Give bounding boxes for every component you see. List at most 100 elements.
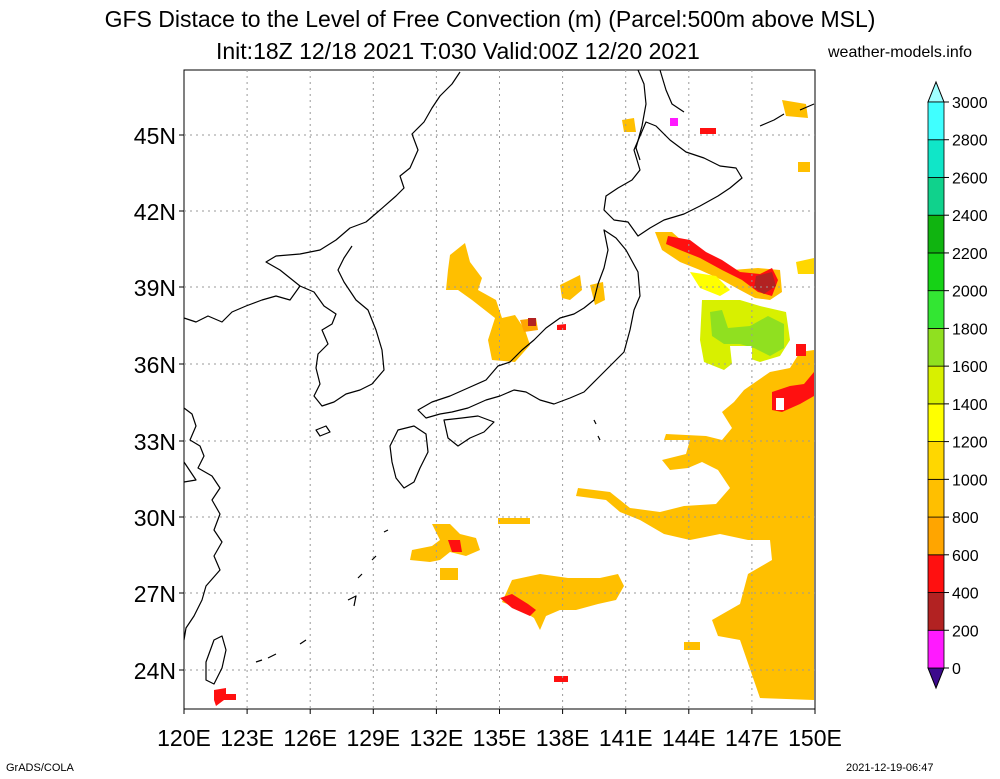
coast-hokkaido — [603, 121, 743, 237]
coast-sakhalin — [635, 69, 685, 161]
lon-tick-label: 120E — [157, 725, 211, 751]
field-patch-east-yellow — [796, 258, 814, 274]
colorbar-level-label: 2600 — [952, 170, 988, 187]
colorbar-level-label: 1000 — [952, 472, 988, 489]
field-patch-south-2 — [684, 642, 700, 650]
field-patch-red-1 — [528, 318, 536, 326]
map-gridlines — [184, 70, 815, 709]
colorbar-level-label: 2400 — [952, 208, 988, 225]
field-patch-taiwan-red — [214, 688, 236, 706]
colorbar-swatch — [927, 365, 945, 405]
colorbar-level-label: 1200 — [952, 435, 988, 452]
field-patch-central-strip — [498, 518, 530, 524]
colorbar-level-label: 1800 — [952, 321, 988, 338]
field-patch-pacific-ne-red — [666, 236, 778, 296]
colorbar-level-label: 2000 — [952, 284, 988, 301]
colorbar-swatch — [927, 290, 945, 329]
field-patch-north-3 — [700, 128, 716, 134]
lat-tick-label: 24N — [134, 658, 176, 684]
map-init-valid-line: Init:18Z 12/18 2021 T:030 Valid:00Z 12/2… — [216, 38, 700, 64]
field-patch-north-5 — [798, 162, 810, 172]
lat-tick-label: 27N — [134, 581, 176, 607]
lat-tick-label: 42N — [134, 199, 176, 225]
coast-mainland — [183, 71, 461, 641]
lfc-field-layer — [214, 100, 814, 706]
colorbar-over-triangle — [927, 80, 945, 103]
coast-ryukyu — [255, 529, 389, 663]
colorbar-level-label: 600 — [952, 548, 979, 565]
colorbar-swatch — [927, 592, 945, 631]
field-patch-ryukyu-2 — [440, 568, 458, 580]
coast-jeju — [315, 425, 331, 437]
colorbar-swatch — [927, 554, 945, 593]
colorbar-level-label: 1600 — [952, 359, 988, 376]
field-patch-pacific-white-hole — [730, 346, 752, 364]
colorbar-level-label: 1400 — [952, 397, 988, 414]
colorbar-level-label: 3000 — [952, 95, 988, 112]
field-patch-north-1 — [622, 118, 636, 132]
lat-tick-label: 30N — [134, 505, 176, 531]
lon-tick-label: 144E — [662, 725, 716, 751]
field-patch-east-red-2 — [796, 344, 806, 356]
lon-tick-label: 126E — [283, 725, 337, 751]
lon-tick-label: 138E — [536, 725, 590, 751]
coast-kurils — [759, 103, 815, 127]
field-patch-ryukyu-red — [448, 540, 462, 552]
coast-shikoku — [443, 415, 495, 447]
coast-korea — [299, 245, 385, 407]
colorbar-level-label: 0 — [952, 661, 961, 678]
colorbar-swatch — [927, 516, 945, 556]
coast-izu — [593, 419, 601, 441]
lon-tick-label: 135E — [473, 725, 527, 751]
field-patch-pacific-green — [710, 310, 784, 356]
coast-taiwan — [205, 635, 227, 685]
map-title: GFS Distace to the Level of Free Convect… — [104, 6, 876, 32]
axis-labels: 120E 123E 126E 129E 132E 135E 138E 141E 144E 147E… — [134, 123, 842, 751]
lat-tick-label: 39N — [134, 275, 176, 301]
field-patch-central-red — [500, 594, 536, 616]
lon-tick-label: 147E — [725, 725, 779, 751]
field-patch-red-2 — [557, 324, 566, 330]
lon-tick-label: 150E — [788, 725, 842, 751]
colorbar-swatch — [927, 101, 945, 141]
lon-tick-label: 141E — [599, 725, 653, 751]
colorbar-swatch — [927, 214, 945, 254]
software-credit: GrADS/COLA — [6, 762, 74, 774]
colorbar-swatch — [927, 252, 945, 292]
colorbar-level-label: 2200 — [952, 246, 988, 263]
field-patch-east-main — [576, 350, 814, 700]
lon-tick-label: 123E — [220, 725, 274, 751]
coast-kyushu — [389, 425, 429, 489]
colorbar-swatch — [927, 478, 945, 518]
colorbar-level-label: 2800 — [952, 133, 988, 150]
field-patch-ryukyu — [410, 524, 480, 562]
colorbar-swatch — [927, 441, 945, 480]
coastlines — [183, 69, 815, 685]
field-patch-central — [502, 574, 624, 630]
field-patch-seaofjapan-2 — [560, 275, 582, 300]
colorbar-swatch — [927, 139, 945, 178]
colorbar-swatch — [927, 177, 945, 216]
lon-tick-label: 129E — [346, 725, 400, 751]
colorbar-level-label: 800 — [952, 510, 979, 527]
field-patch-pacific-yellow — [690, 272, 730, 296]
lat-tick-label: 36N — [134, 352, 176, 378]
site-watermark: weather-models.info — [828, 44, 973, 61]
field-patch-east-white — [776, 398, 784, 410]
colorbar: 0 200 400 600 800 1000 1200 1400 1600 1800 2000 220… — [927, 80, 988, 690]
colorbar-swatch — [927, 327, 945, 367]
colorbar-under-triangle — [927, 667, 945, 690]
colorbar-swatch — [927, 629, 945, 669]
coast-honshu — [417, 229, 641, 419]
field-patch-pacific-ne-brown — [754, 272, 776, 294]
generation-timestamp: 2021-12-19-06:47 — [846, 762, 934, 774]
colorbar-swatch — [927, 403, 945, 443]
colorbar-level-label: 400 — [952, 586, 979, 603]
lat-tick-label: 33N — [134, 429, 176, 455]
map-subtitle-row: Init:18Z 12/18 2021 T:030 Valid:00Z 12/2… — [0, 38, 1000, 66]
colorbar-level-label: 200 — [952, 623, 979, 640]
field-patch-north-2 — [782, 100, 808, 118]
field-patch-south-1 — [554, 676, 568, 682]
lat-tick-label: 45N — [134, 123, 176, 149]
